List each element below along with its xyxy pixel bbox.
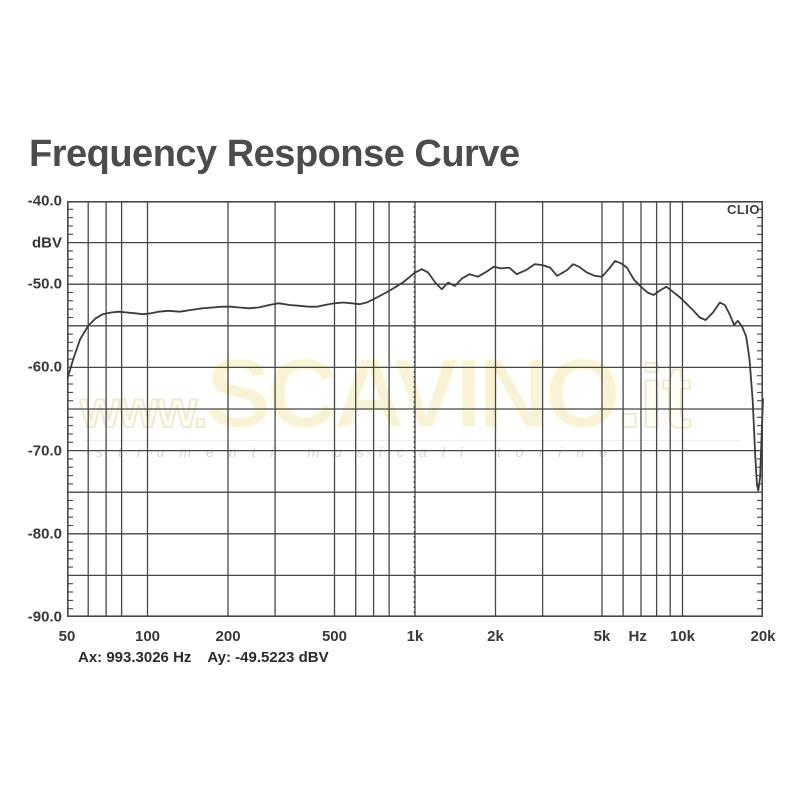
y-tick-label: -90.0 (27, 608, 62, 626)
x-tick-label: Hz (628, 628, 647, 645)
x-tick-label: 50 (58, 628, 76, 645)
x-tick-label: 100 (135, 628, 161, 645)
cursor-ay-value: Ay: -49.5223 dBV (207, 649, 329, 666)
page-title: Frequency Response Curve (29, 133, 520, 175)
x-tick-label: 500 (321, 628, 347, 645)
x-tick-label: 1k (406, 628, 424, 645)
x-tick-label: 200 (215, 628, 241, 645)
x-tick-label: 2k (487, 628, 504, 645)
x-tick-label: 5k (593, 628, 611, 645)
y-tick-label: -50.0 (27, 275, 62, 293)
watermark-divider (84, 440, 740, 441)
x-tick-label: 20k (750, 628, 776, 645)
clio-brand-label: CLIO (726, 202, 760, 217)
cursor-ax-value: Ax: 993.3026 Hz (78, 649, 192, 666)
y-tick-label: -70.0 (27, 442, 62, 460)
response-curve (67, 260, 764, 492)
watermark-subtext: strumenti musicali torino (96, 444, 622, 460)
cursor-readout: Ax: 993.3026 Hz Ay: -49.5223 dBV (78, 649, 345, 666)
y-tick-label: -40.0 (27, 192, 62, 210)
y-tick-label: dBV (32, 234, 62, 252)
frequency-response-plot (67, 201, 764, 617)
y-tick-label: -60.0 (27, 358, 62, 376)
x-tick-label: 10k (669, 628, 695, 645)
y-tick-label: -80.0 (27, 525, 62, 543)
